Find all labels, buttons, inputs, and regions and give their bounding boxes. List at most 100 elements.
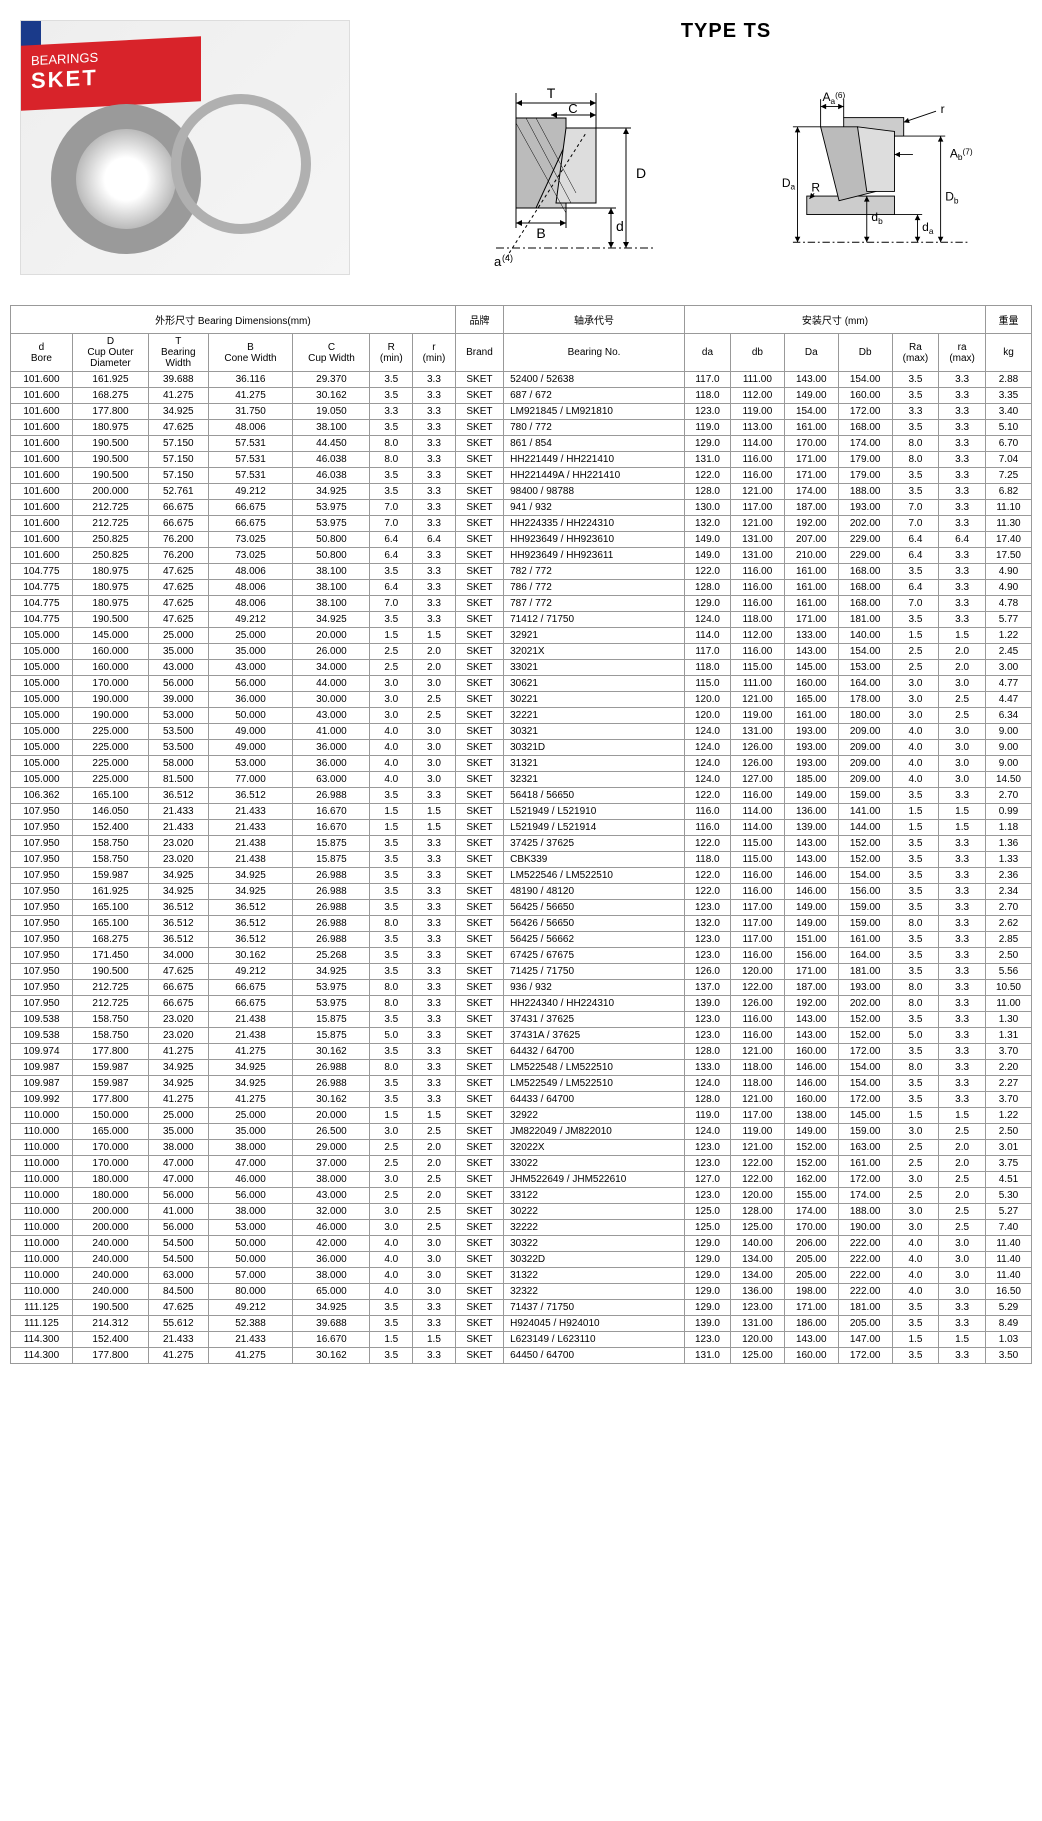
table-cell: SKET [455, 1332, 503, 1348]
table-cell: 179.00 [838, 468, 892, 484]
table-cell: 131.0 [685, 1348, 731, 1364]
diagram-right: Aa(6) r Ab(7) Da R db [756, 73, 996, 273]
table-cell: 53.975 [293, 500, 370, 516]
table-cell: 8.0 [370, 980, 413, 996]
table-cell: 44.000 [293, 676, 370, 692]
table-cell: 3.0 [370, 1204, 413, 1220]
table-cell: 2.5 [939, 1172, 986, 1188]
table-cell: 133.0 [685, 1060, 731, 1076]
table-cell: 181.00 [838, 1300, 892, 1316]
column-header: Da [784, 334, 838, 372]
table-cell: 1.5 [892, 628, 939, 644]
table-cell: 3.3 [939, 1028, 986, 1044]
table-cell: 936 / 932 [504, 980, 685, 996]
table-cell: 3.0 [939, 1252, 986, 1268]
table-cell: 104.775 [11, 580, 73, 596]
table-cell: 128.0 [685, 1044, 731, 1060]
table-cell: 110.000 [11, 1252, 73, 1268]
diagram-row: T C B D d a [430, 73, 1022, 273]
table-cell: 43.000 [293, 1188, 370, 1204]
table-cell: 161.00 [838, 932, 892, 948]
table-cell: 34.925 [149, 1060, 208, 1076]
table-cell: 32022X [504, 1140, 685, 1156]
table-cell: 11.00 [985, 996, 1031, 1012]
table-cell: 2.5 [892, 1140, 939, 1156]
table-cell: 23.020 [149, 852, 208, 868]
table-cell: 130.0 [685, 500, 731, 516]
table-cell: HH224340 / HH224310 [504, 996, 685, 1012]
table-cell: 38.000 [293, 1172, 370, 1188]
table-cell: 165.00 [784, 692, 838, 708]
table-cell: SKET [455, 932, 503, 948]
table-cell: 3.3 [413, 1092, 456, 1108]
table-cell: 145.000 [72, 628, 148, 644]
table-cell: 35.000 [208, 644, 293, 660]
table-cell: 200.000 [72, 484, 148, 500]
table-cell: 229.00 [838, 532, 892, 548]
table-cell: 33122 [504, 1188, 685, 1204]
table-cell: 187.00 [784, 500, 838, 516]
table-cell: 3.3 [370, 404, 413, 420]
table-cell: 149.00 [784, 916, 838, 932]
table-cell: 156.00 [838, 884, 892, 900]
table-cell: SKET [455, 612, 503, 628]
table-cell: 165.100 [72, 900, 148, 916]
table-cell: 49.212 [208, 964, 293, 980]
table-cell: 30.162 [293, 1092, 370, 1108]
table-cell: 110.000 [11, 1268, 73, 1284]
table-cell: 165.100 [72, 788, 148, 804]
table-cell: 26.500 [293, 1124, 370, 1140]
table-cell: 3.5 [892, 1316, 939, 1332]
table-cell: 3.5 [892, 1012, 939, 1028]
table-cell: 56.000 [149, 1220, 208, 1236]
table-cell: 107.950 [11, 948, 73, 964]
table-cell: 129.0 [685, 1252, 731, 1268]
table-cell: L623149 / L623110 [504, 1332, 685, 1348]
table-cell: 156.00 [784, 948, 838, 964]
table-cell: 57.000 [208, 1268, 293, 1284]
table-cell: 34.925 [149, 404, 208, 420]
table-cell: 5.0 [370, 1028, 413, 1044]
table-cell: 114.00 [730, 436, 784, 452]
table-cell: HH923649 / HH923611 [504, 548, 685, 564]
table-cell: 3.3 [413, 388, 456, 404]
column-header: ra(max) [939, 334, 986, 372]
table-cell: 170.00 [784, 1220, 838, 1236]
table-cell: 98400 / 98788 [504, 484, 685, 500]
table-cell: 202.00 [838, 996, 892, 1012]
table-cell: 193.00 [838, 980, 892, 996]
table-cell: 41.275 [149, 1092, 208, 1108]
table-cell: SKET [455, 916, 503, 932]
table-cell: 3.0 [892, 1172, 939, 1188]
table-cell: 1.22 [985, 628, 1031, 644]
table-cell: SKET [455, 1284, 503, 1300]
table-cell: 116.00 [730, 644, 784, 660]
table-row: 107.950212.72566.67566.67553.9758.03.3SK… [11, 980, 1032, 996]
table-cell: 134.00 [730, 1268, 784, 1284]
table-cell: 154.00 [838, 1076, 892, 1092]
table-cell: 2.5 [892, 1188, 939, 1204]
table-cell: 49.212 [208, 484, 293, 500]
table-cell: 110.000 [11, 1220, 73, 1236]
table-cell: 205.00 [784, 1252, 838, 1268]
table-cell: 111.125 [11, 1300, 73, 1316]
table-cell: 168.275 [72, 932, 148, 948]
table-cell: SKET [455, 516, 503, 532]
table-cell: 171.00 [784, 468, 838, 484]
table-cell: 21.433 [208, 820, 293, 836]
table-cell: SKET [455, 948, 503, 964]
table-cell: 3.5 [892, 868, 939, 884]
table-cell: 120.0 [685, 692, 731, 708]
table-cell: 6.4 [370, 548, 413, 564]
table-row: 109.992177.80041.27541.27530.1623.53.3SK… [11, 1092, 1032, 1108]
table-cell: 117.0 [685, 372, 731, 388]
table-cell: 1.36 [985, 836, 1031, 852]
table-cell: 114.00 [730, 820, 784, 836]
table-cell: 209.00 [838, 724, 892, 740]
table-cell: SKET [455, 644, 503, 660]
table-cell: 15.875 [293, 1012, 370, 1028]
table-cell: 6.4 [892, 548, 939, 564]
table-cell: 76.200 [149, 548, 208, 564]
table-cell: 6.4 [370, 580, 413, 596]
table-cell: 57.150 [149, 468, 208, 484]
